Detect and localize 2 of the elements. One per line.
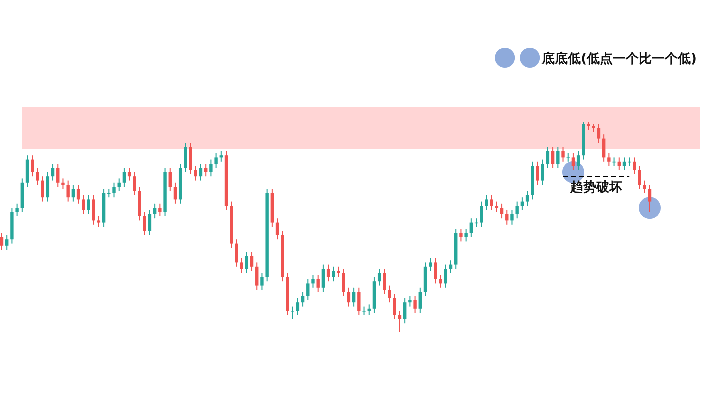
annotation: 趋势破坏 — [570, 180, 622, 196]
legend-label: 底底低(低点一个比一个低) — [542, 52, 697, 67]
